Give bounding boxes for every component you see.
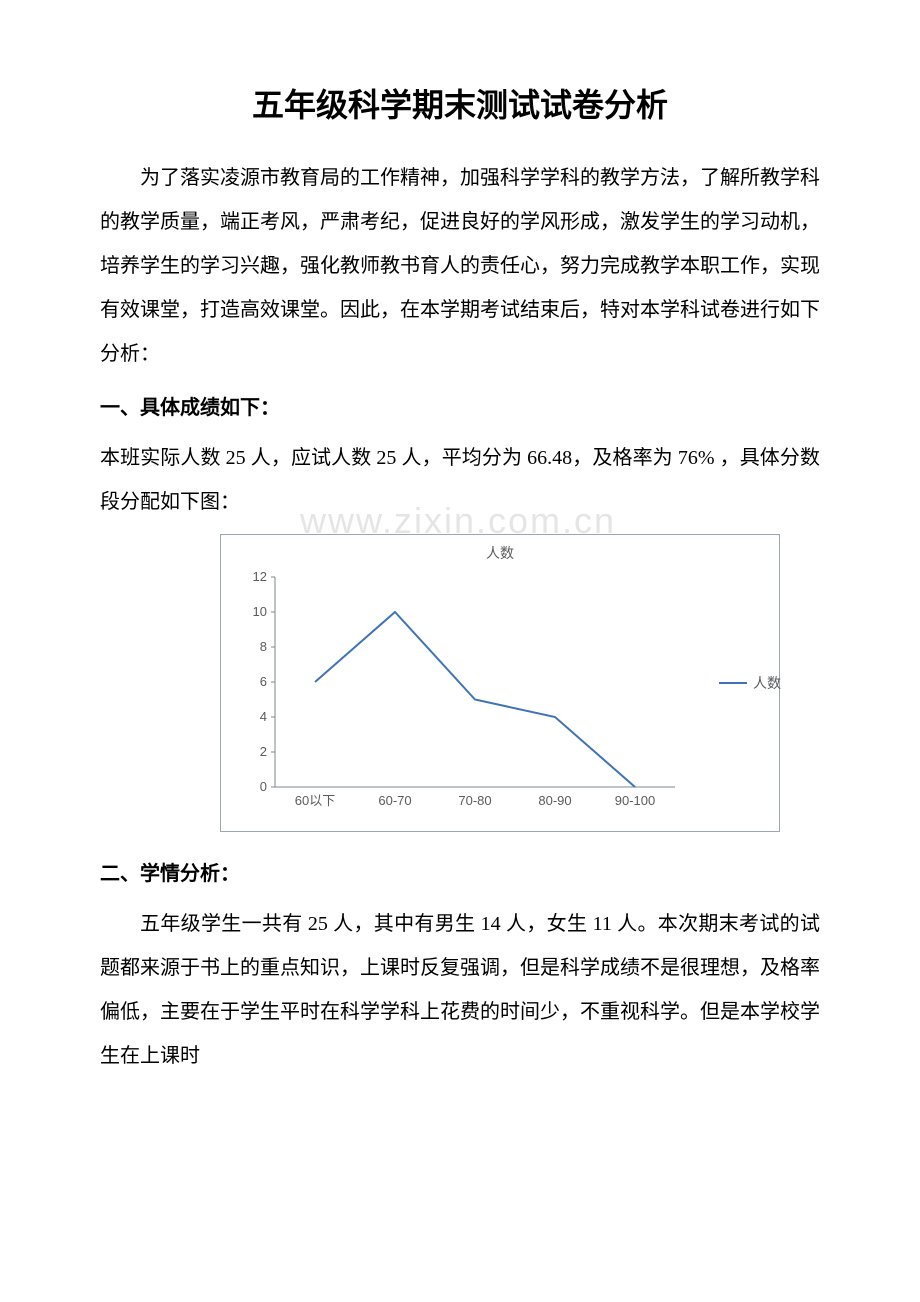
svg-text:4: 4: [260, 709, 267, 724]
section-1-heading: 一、具体成绩如下：: [100, 386, 820, 430]
svg-text:10: 10: [253, 604, 267, 619]
svg-text:80-90: 80-90: [538, 793, 571, 808]
legend-label: 人数: [753, 673, 781, 693]
svg-text:60-70: 60-70: [378, 793, 411, 808]
svg-text:2: 2: [260, 744, 267, 759]
svg-text:6: 6: [260, 674, 267, 689]
chart-container: www.zixin.com.cn 人数 02468101260以下60-7070…: [220, 534, 780, 832]
chart-box: 人数 0 2 4 6 8 10 12 60以下 60-70 70-80 80-90 90-100 人数: [220, 534, 780, 832]
chart-svg: 0 2 4 6 8 10 12 60以下 60-70 70-80 80-90 90-100: [233, 567, 765, 813]
svg-text:8: 8: [260, 639, 267, 654]
section-2-text: 五年级学生一共有 25 人，其中有男生 14 人，女生 11 人。本次期末考试的…: [100, 902, 820, 1078]
svg-text:70-80: 70-80: [458, 793, 491, 808]
svg-text:60以下: 60以下: [295, 793, 335, 808]
svg-text:0: 0: [260, 779, 267, 794]
section-2-heading: 二、学情分析：: [100, 852, 820, 896]
chart-title: 人数: [233, 543, 767, 563]
section-1-text: 本班实际人数 25 人，应试人数 25 人，平均分为 66.48，及格率为 76…: [100, 436, 820, 524]
page-title: 五年级科学期末测试试卷分析: [100, 80, 820, 126]
intro-paragraph: 为了落实凌源市教育局的工作精神，加强科学学科的教学方法，了解所教学科的教学质量，…: [100, 156, 820, 376]
svg-text:12: 12: [253, 569, 267, 584]
legend-line-icon: [719, 682, 747, 684]
chart-legend: 人数: [719, 673, 781, 693]
svg-text:90-100: 90-100: [615, 793, 655, 808]
